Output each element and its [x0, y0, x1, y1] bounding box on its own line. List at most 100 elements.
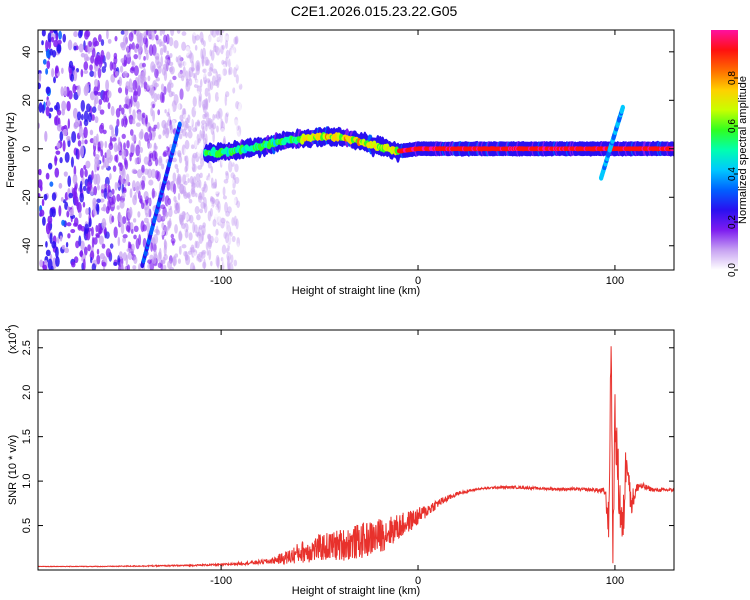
noise-blob [129, 154, 132, 162]
noise-blob [97, 67, 102, 79]
noise-blob [214, 114, 218, 119]
noise-blob [68, 192, 73, 199]
y-tick-label: 2.5 [21, 340, 33, 355]
noise-blob [236, 105, 242, 114]
noise-blob [147, 142, 152, 149]
noise-blob [157, 157, 163, 166]
noise-blob [235, 218, 239, 230]
noise-blob [84, 83, 90, 94]
noise-blob [140, 220, 145, 233]
noise-blob [221, 216, 227, 223]
noise-blob [111, 188, 115, 195]
x-tick-label: -100 [210, 275, 232, 287]
noise-blob [102, 90, 108, 103]
noise-blob [117, 136, 121, 148]
noise-blob [167, 197, 172, 206]
noise-blob [195, 64, 200, 76]
noise-blob [82, 185, 87, 192]
noise-blob [192, 96, 197, 108]
noise-blob [228, 161, 233, 166]
noise-blob [178, 231, 183, 241]
noise-blob [93, 97, 97, 109]
noise-blob [210, 191, 214, 197]
noise-blob [113, 226, 118, 239]
noise-blob [80, 240, 85, 251]
noise-blob [229, 179, 233, 191]
noise-blob [212, 130, 215, 143]
noise-blob [58, 182, 63, 189]
noise-blob [223, 135, 226, 146]
noise-blob [79, 145, 85, 158]
noise-blob [72, 173, 78, 185]
noise-blob [141, 202, 145, 210]
noise-blob [61, 100, 67, 112]
noise-blob [120, 263, 124, 270]
noise-blob [234, 163, 239, 173]
noise-blob [101, 218, 107, 230]
noise-blob [61, 219, 65, 226]
noise-blob [220, 217, 226, 224]
noise-blob [67, 205, 70, 212]
noise-blob [194, 136, 198, 149]
noise-blob [107, 38, 112, 44]
noise-blob [73, 222, 78, 227]
noise-blob [60, 197, 64, 202]
noise-blob [65, 241, 69, 248]
noise-blob [217, 102, 221, 113]
noise-blob [224, 94, 228, 107]
noise-blob [38, 168, 42, 176]
noise-blob [218, 193, 223, 202]
noise-blob [211, 30, 217, 38]
noise-blob [192, 163, 197, 173]
noise-blob [82, 258, 86, 270]
noise-blob [118, 76, 123, 87]
noise-blob [47, 215, 53, 225]
noise-blob [111, 215, 115, 223]
noise-blob [176, 168, 179, 174]
noise-blob [178, 155, 183, 164]
noise-blob [73, 165, 77, 177]
noise-blob [126, 247, 132, 253]
noise-blob [227, 235, 232, 247]
noise-blob [162, 214, 166, 220]
noise-blob [91, 106, 97, 113]
noise-blob [91, 226, 94, 237]
noise-blob [86, 181, 92, 192]
noise-blob [222, 70, 227, 80]
noise-blob [231, 217, 235, 226]
noise-blob [92, 135, 98, 147]
noise-blob [224, 133, 229, 142]
noise-blob [152, 242, 157, 253]
noise-blob [175, 86, 180, 91]
noise-blob [230, 181, 234, 186]
noise-blob [170, 233, 175, 239]
noise-blob [155, 34, 159, 41]
noise-blob [192, 176, 197, 185]
noise-blob [152, 103, 155, 109]
noise-blob [196, 133, 200, 146]
noise-blob [54, 116, 58, 126]
spectrogram-frame [37, 29, 675, 271]
noise-blob [235, 128, 240, 133]
noise-blob [237, 103, 242, 112]
noise-blob [198, 179, 202, 189]
noise-blob [158, 134, 162, 140]
noise-blob [141, 62, 146, 68]
noise-blob [202, 137, 207, 145]
x-tick-label: 100 [606, 275, 624, 287]
noise-blob [102, 203, 107, 212]
noise-blob [132, 119, 136, 125]
noise-blob [157, 109, 161, 116]
noise-blob [172, 256, 177, 267]
noise-blob [41, 30, 46, 37]
noise-blob [225, 170, 229, 176]
noise-blob [45, 240, 48, 248]
noise-blob [148, 44, 154, 56]
noise-blob [155, 229, 161, 236]
noise-blob [94, 116, 99, 124]
noise-blob [148, 179, 154, 186]
noise-blob [133, 53, 139, 60]
noise-blob [230, 43, 235, 51]
noise-blob [139, 147, 144, 154]
y-tick-label: 1.5 [21, 429, 33, 444]
